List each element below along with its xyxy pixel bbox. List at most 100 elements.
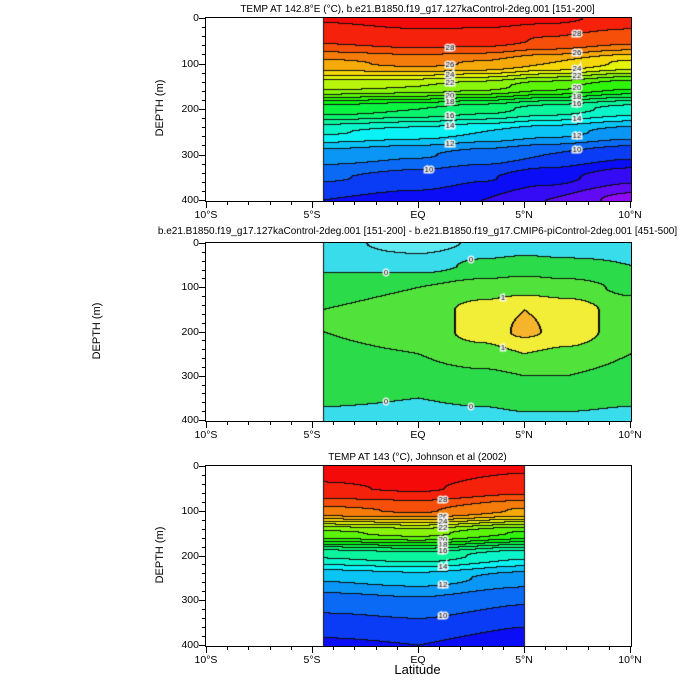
y-tick-label: 400 <box>181 639 199 651</box>
x-axis-title: Latitude <box>394 662 441 677</box>
y-minor-tick <box>202 252 205 253</box>
y-major-tick <box>199 466 205 467</box>
x-minor-tick <box>397 647 398 650</box>
panel3-title: TEMP AT 143 (°C), Johnson et al (2002) <box>328 452 507 463</box>
x-tick-label: 5°S <box>303 429 321 441</box>
x-tick-label: 10°S <box>194 209 218 221</box>
y-minor-tick <box>202 358 205 359</box>
y-minor-tick <box>202 385 205 386</box>
y-minor-tick <box>202 475 205 476</box>
y-minor-tick <box>202 73 205 74</box>
y-major-tick <box>199 600 205 601</box>
x-minor-tick <box>460 202 461 205</box>
x-minor-tick <box>566 202 567 205</box>
x-tick-label: 10°N <box>618 654 642 666</box>
x-minor-tick <box>566 422 567 425</box>
y-minor-tick <box>202 91 205 92</box>
x-minor-tick <box>482 202 483 205</box>
y-major-tick <box>199 645 205 646</box>
y-minor-tick <box>202 411 205 412</box>
x-minor-tick <box>545 202 546 205</box>
x-major-tick <box>206 647 207 653</box>
y-minor-tick <box>202 173 205 174</box>
x-minor-tick <box>270 647 271 650</box>
x-minor-tick <box>227 647 228 650</box>
x-minor-tick <box>333 202 334 205</box>
y-minor-tick <box>202 191 205 192</box>
y-minor-tick <box>202 564 205 565</box>
y-minor-tick <box>202 82 205 83</box>
x-minor-tick <box>248 202 249 205</box>
x-major-tick <box>312 647 313 653</box>
y-minor-tick <box>202 520 205 521</box>
y-major-tick <box>199 556 205 557</box>
x-minor-tick <box>545 647 546 650</box>
y-minor-tick <box>202 118 205 119</box>
x-minor-tick <box>609 647 610 650</box>
y-minor-tick <box>202 100 205 101</box>
x-tick-label: 5°S <box>303 654 321 666</box>
panel3-contour-canvas <box>206 466 631 646</box>
y-minor-tick <box>202 136 205 137</box>
x-minor-tick <box>439 647 440 650</box>
y-minor-tick <box>202 502 205 503</box>
y-minor-tick <box>202 27 205 28</box>
y-minor-tick <box>202 127 205 128</box>
y-minor-tick <box>202 393 205 394</box>
x-tick-label: 10°N <box>618 209 642 221</box>
y-major-tick <box>199 109 205 110</box>
y-minor-tick <box>202 164 205 165</box>
x-major-tick <box>524 202 525 208</box>
x-minor-tick <box>354 202 355 205</box>
x-tick-label: EQ <box>410 654 426 666</box>
x-tick-label: 5°N <box>515 209 533 221</box>
x-minor-tick <box>397 422 398 425</box>
x-minor-tick <box>291 202 292 205</box>
x-minor-tick <box>376 647 377 650</box>
x-minor-tick <box>482 422 483 425</box>
x-major-tick <box>630 647 631 653</box>
y-minor-tick <box>202 36 205 37</box>
x-minor-tick <box>609 422 610 425</box>
y-tick-label: 0 <box>193 237 199 249</box>
y-major-tick <box>199 200 205 201</box>
x-minor-tick <box>503 647 504 650</box>
y-major-tick <box>199 511 205 512</box>
y-major-tick <box>199 287 205 288</box>
y-tick-label: 0 <box>193 460 199 472</box>
x-minor-tick <box>376 422 377 425</box>
y-minor-tick <box>202 529 205 530</box>
x-minor-tick <box>354 422 355 425</box>
y-tick-label: 400 <box>181 414 199 426</box>
y-tick-label: 200 <box>181 103 199 115</box>
x-minor-tick <box>291 422 292 425</box>
x-tick-label: 5°N <box>515 429 533 441</box>
x-minor-tick <box>291 647 292 650</box>
x-minor-tick <box>227 422 228 425</box>
x-tick-label: 10°S <box>194 429 218 441</box>
y-major-tick <box>199 243 205 244</box>
y-minor-tick <box>202 627 205 628</box>
x-minor-tick <box>609 202 610 205</box>
x-major-tick <box>630 202 631 208</box>
x-tick-label: 5°N <box>515 654 533 666</box>
x-minor-tick <box>460 647 461 650</box>
panel1-contour-canvas <box>206 18 631 201</box>
x-major-tick <box>524 422 525 428</box>
x-minor-tick <box>376 202 377 205</box>
x-minor-tick <box>270 202 271 205</box>
x-major-tick <box>206 422 207 428</box>
y-major-tick <box>199 420 205 421</box>
y-minor-tick <box>202 591 205 592</box>
y-minor-tick <box>202 493 205 494</box>
x-minor-tick <box>354 647 355 650</box>
y-major-tick <box>199 332 205 333</box>
x-minor-tick <box>460 422 461 425</box>
x-minor-tick <box>227 202 228 205</box>
x-minor-tick <box>503 422 504 425</box>
x-major-tick <box>312 202 313 208</box>
y-minor-tick <box>202 45 205 46</box>
x-minor-tick <box>439 202 440 205</box>
y-minor-tick <box>202 182 205 183</box>
